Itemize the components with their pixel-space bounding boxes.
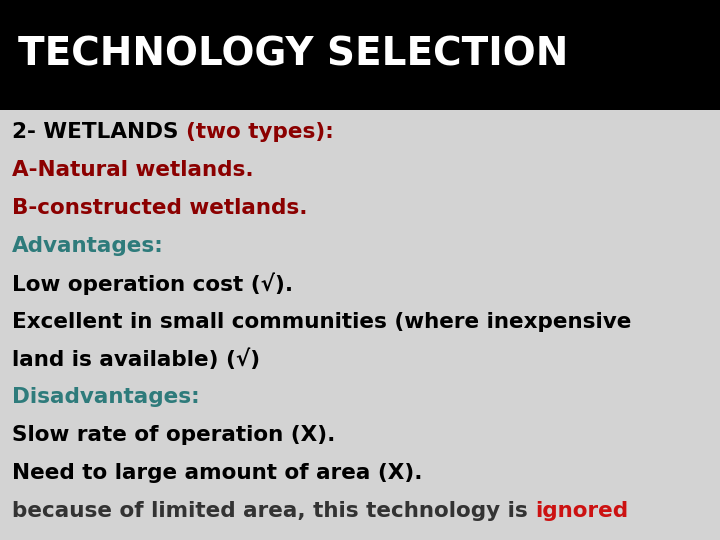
Text: Disadvantages:: Disadvantages:: [12, 387, 199, 407]
Text: Low operation cost (√).: Low operation cost (√).: [12, 272, 293, 295]
Text: (two types):: (two types):: [186, 122, 334, 142]
Text: A-Natural wetlands.: A-Natural wetlands.: [12, 160, 253, 180]
Text: Advantages:: Advantages:: [12, 236, 163, 256]
Text: because of limited area, this technology is: because of limited area, this technology…: [12, 501, 535, 521]
Text: ignored: ignored: [535, 501, 629, 521]
Text: Excellent in small communities (where inexpensive: Excellent in small communities (where in…: [12, 312, 631, 332]
Text: Slow rate of operation (X).: Slow rate of operation (X).: [12, 426, 336, 446]
Text: B-constructed wetlands.: B-constructed wetlands.: [12, 198, 307, 218]
Text: land is available) (√): land is available) (√): [12, 349, 260, 370]
Text: 2- WETLANDS: 2- WETLANDS: [12, 122, 186, 142]
Text: TECHNOLOGY SELECTION: TECHNOLOGY SELECTION: [18, 36, 568, 74]
Text: Need to large amount of area (X).: Need to large amount of area (X).: [12, 463, 423, 483]
Bar: [0, 0, 720, 110]
